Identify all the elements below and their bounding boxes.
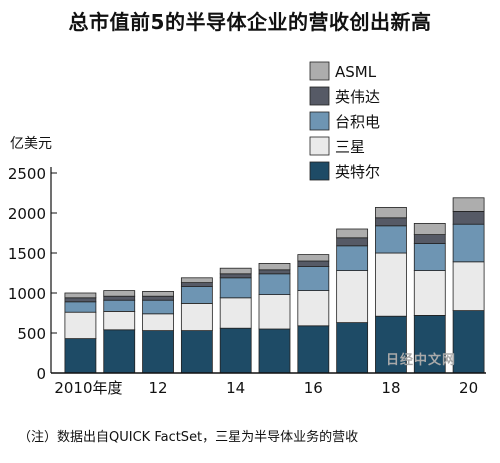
bar-segment	[142, 299, 174, 315]
bar-segment	[375, 217, 407, 227]
x-tick-label: 2010年度	[54, 379, 122, 397]
legend-swatch	[309, 161, 330, 181]
legend-label: ASML	[335, 63, 377, 81]
legend-swatch	[309, 111, 330, 131]
bar-segment	[64, 297, 97, 303]
bar-segment	[375, 225, 407, 254]
bar-segment	[103, 299, 136, 312]
legend-label: 英特尔	[335, 163, 380, 181]
y-tick-label: 1000	[8, 285, 46, 303]
legend-label: 台积电	[335, 113, 380, 131]
bar-segment	[64, 311, 97, 340]
x-tick-label: 12	[148, 379, 167, 397]
bar-segment	[180, 330, 213, 374]
y-axis-label: 亿美元	[10, 136, 52, 152]
bar-segment	[142, 313, 174, 331]
bar-segment	[413, 234, 446, 244]
bar-segment	[64, 338, 97, 374]
bar-segment	[375, 252, 407, 317]
x-tick-label: 16	[304, 379, 323, 397]
bar-segment	[219, 273, 252, 279]
bar-segment	[219, 267, 252, 275]
bar-segment	[452, 197, 485, 212]
bar-segment	[413, 314, 446, 374]
bar-segment	[297, 254, 330, 262]
bar-segment	[452, 210, 485, 225]
bar-segment	[180, 286, 213, 304]
bar-segment	[258, 262, 291, 271]
bar-segment	[413, 242, 446, 271]
bar-segment	[103, 329, 136, 374]
bar-segment	[297, 290, 330, 327]
bar-segment	[180, 302, 213, 331]
y-tick-label: 500	[17, 325, 46, 343]
bar-segment	[64, 301, 97, 313]
bar-segment	[180, 282, 213, 288]
legend-label: 三星	[335, 138, 365, 156]
bar-segment	[258, 269, 291, 275]
bar-segment	[258, 273, 291, 295]
bar-segment	[219, 297, 252, 329]
legend-swatch	[309, 136, 330, 156]
x-tick-label: 14	[226, 379, 245, 397]
bar-segment	[413, 270, 446, 316]
bar-segment	[103, 310, 136, 331]
bar-segment	[180, 277, 213, 283]
bar-segment	[297, 260, 330, 267]
bar-segment	[64, 292, 97, 299]
legend-swatch	[309, 86, 330, 106]
bar-segment	[297, 325, 330, 374]
y-tick-label: 2000	[8, 205, 46, 223]
bar-segment	[297, 266, 330, 292]
bar-segment	[258, 294, 291, 330]
y-tick-label: 1500	[8, 245, 46, 263]
bar-segment	[103, 290, 136, 297]
y-tick-label: 0	[36, 365, 46, 383]
chart-title: 总市值前5的半导体企业的营收创出新高	[68, 10, 432, 34]
legend-swatch	[309, 61, 330, 81]
source-note: （注）数据出自QUICK FactSet，三星为半导体业务的营收	[18, 430, 359, 445]
y-tick-label: 2500	[8, 165, 46, 183]
bar-segment	[336, 270, 369, 324]
bar-segment	[336, 322, 369, 374]
bar-segment	[142, 330, 174, 374]
bar-segment	[375, 206, 407, 219]
bar-segment	[142, 295, 174, 301]
bar-segment	[336, 228, 369, 239]
bar-segment	[219, 327, 252, 374]
bar-segment	[258, 328, 291, 374]
bar-segment	[103, 295, 136, 301]
bar-segment	[142, 290, 174, 297]
bar-segment	[219, 277, 252, 299]
bar-segment	[452, 310, 485, 374]
x-tick-label: 20	[459, 379, 478, 397]
x-tick-label: 18	[381, 379, 400, 397]
legend-label: 英伟达	[335, 88, 380, 106]
bar-segment	[452, 223, 485, 263]
bar-segment	[413, 222, 446, 235]
bar-segment	[336, 245, 369, 272]
bar-segment	[452, 261, 485, 311]
bar-segment	[336, 237, 369, 247]
watermark-logo: 日经中文网	[386, 353, 457, 368]
